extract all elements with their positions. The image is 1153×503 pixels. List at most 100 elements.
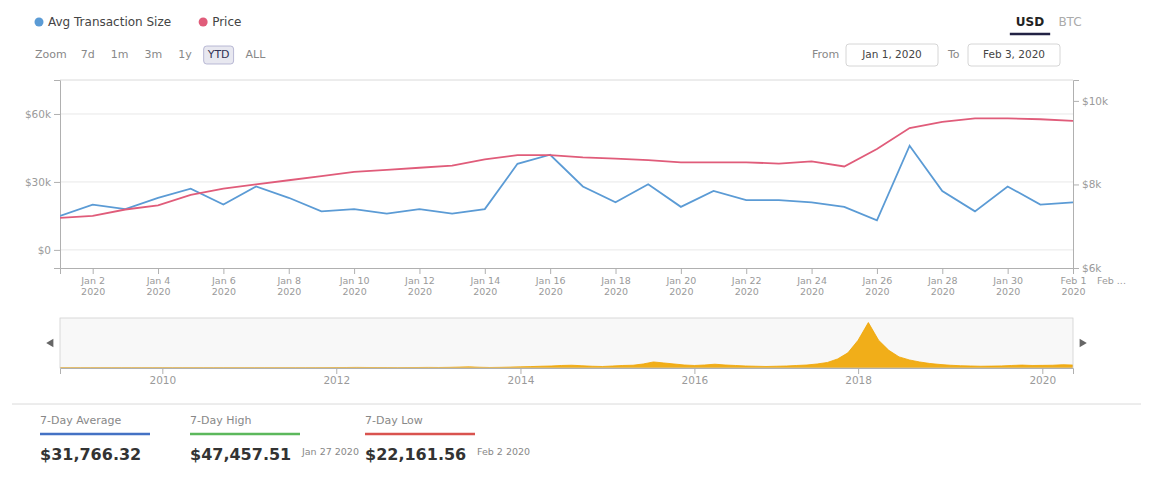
zoom-button-bg[interactable] (174, 46, 196, 64)
stat-underline (190, 433, 300, 436)
tick-label-line: Jan 28 (927, 275, 958, 286)
currency-option[interactable]: USD (1016, 15, 1044, 29)
tick-mark (485, 268, 486, 274)
stat-date: Jan 27 2020 (301, 446, 359, 457)
tick: 2012 (323, 368, 350, 386)
grid (60, 114, 1073, 250)
axis-line (1074, 81, 1080, 269)
zoom-button-label[interactable]: 1y (178, 48, 192, 61)
tick-label: Jan 302020 (992, 275, 1023, 297)
navigator-background (60, 318, 1073, 368)
tick-mark (877, 268, 878, 274)
tick: 2020 (1029, 368, 1056, 386)
tick-mark (1073, 184, 1079, 185)
x-axis: Jan 22020Jan 42020Jan 62020Jan 82020Jan … (61, 268, 1087, 297)
tick-mark (812, 268, 813, 274)
tick-label-line: Jan 12 (404, 275, 435, 286)
scroll-right[interactable] (1080, 339, 1087, 347)
stat-underline (40, 433, 150, 436)
tick-mark (942, 268, 943, 274)
tick: Jan 82020 (276, 268, 301, 297)
zoom-controls: Zoom 7d 1m 3m 1y YTD ALL (35, 46, 269, 64)
tick-label: Jan 102020 (339, 275, 370, 297)
zoom-button-label[interactable]: 7d (81, 48, 95, 61)
tick-label: 2012 (323, 374, 350, 386)
date-input-value[interactable]: Feb 3, 2020 (983, 48, 1045, 60)
grid-line (60, 113, 1073, 114)
tick-mark (1073, 268, 1074, 274)
tick-mark (681, 268, 682, 274)
zoom-label: Zoom (35, 48, 67, 61)
tick: $0 (38, 244, 60, 256)
tick: Jan 22020 (80, 268, 105, 297)
tick-label: $0 (38, 244, 51, 256)
zoom-button[interactable]: 7d (77, 46, 99, 64)
tick-label: Jan 62020 (211, 275, 236, 297)
stats-separator (12, 404, 1141, 405)
zoom-button-bg[interactable] (204, 46, 234, 64)
tick-mark (93, 268, 94, 274)
navigator-area (60, 323, 1073, 368)
tick-mark (746, 268, 747, 274)
tick-label-line: 2020 (865, 286, 889, 297)
tick-mark (336, 368, 337, 374)
zoom-button[interactable]: ALL (242, 46, 270, 64)
tick: $10k (1073, 95, 1109, 107)
tick-mark (54, 114, 60, 115)
zoom-button[interactable]: 1y (174, 46, 196, 64)
legend-swatch (199, 18, 208, 27)
zoom-button-label[interactable]: ALL (246, 48, 267, 61)
tick-label-line: Jan 24 (796, 275, 827, 286)
date-input-box[interactable] (968, 44, 1060, 66)
zoom-button[interactable]: YTD (204, 46, 234, 64)
tick-label-line: Jan 16 (535, 275, 566, 286)
zoom-button-label[interactable]: 1m (111, 48, 129, 61)
axis-line (61, 369, 1074, 375)
tick-mark (158, 268, 159, 274)
date-label: From (812, 48, 839, 61)
currency-option[interactable]: BTC (1058, 15, 1081, 29)
tick: Jan 62020 (211, 268, 236, 297)
zoom-button-bg[interactable] (77, 46, 99, 64)
tick: 2016 (682, 368, 709, 386)
tick: $30k (25, 176, 60, 188)
currency-switch: USD BTC (1010, 15, 1082, 35)
scroll-left[interactable] (46, 339, 53, 347)
tick-label-line: Jan 2 (80, 275, 105, 286)
stat-label: 7-Day Low (365, 414, 423, 427)
zoom-button[interactable]: 1m (107, 46, 133, 64)
legend-label: Avg Transaction Size (48, 15, 171, 29)
legend-label: Price (212, 15, 241, 29)
tick-label: Jan 242020 (796, 275, 827, 297)
zoom-button-label[interactable]: 3m (144, 48, 162, 61)
date-input-box[interactable] (846, 44, 938, 66)
zoom-button-bg[interactable] (242, 46, 270, 64)
date-range: From Jan 1, 2020 To Feb 3, 2020 (812, 44, 1060, 66)
tick-label: 2018 (845, 374, 872, 386)
tick: 2014 (508, 368, 535, 386)
date-label: To (947, 48, 960, 61)
zoom-button[interactable]: 3m (140, 46, 166, 64)
zoom-button-bg[interactable] (140, 46, 166, 64)
navigator-frame (60, 318, 1073, 368)
tick-label: 2020 (1029, 374, 1056, 386)
tick-label: Jan 222020 (731, 275, 762, 297)
stats: 7-Day Average$31,766.327-Day High$47,457… (12, 404, 1141, 464)
tick: Jan 202020 (665, 268, 696, 297)
stat-underline (365, 433, 475, 436)
zoom-button-bg[interactable] (107, 46, 133, 64)
tick-label-line: 2020 (277, 286, 301, 297)
chart-root: Avg Transaction Size Price USD BTC Zoom 7d 1m 3… (0, 0, 1153, 503)
y2-axis: $6k$8k$10k (1073, 81, 1109, 274)
tick-label-line: 2020 (343, 286, 367, 297)
tick-label-line: Jan 22 (731, 275, 762, 286)
navigator-chart: 201020122014201620182020 (46, 318, 1087, 386)
tick-label: Jan 122020 (404, 275, 435, 297)
tick-label: $8k (1082, 178, 1102, 190)
tick-label: Jan 82020 (276, 275, 301, 297)
tick-label-line: Jan 4 (146, 275, 171, 286)
legend-swatch (35, 18, 44, 27)
date-input-value[interactable]: Jan 1, 2020 (861, 48, 922, 60)
zoom-button-label[interactable]: YTD (207, 48, 230, 61)
annotation: Feb ... (1097, 275, 1126, 286)
